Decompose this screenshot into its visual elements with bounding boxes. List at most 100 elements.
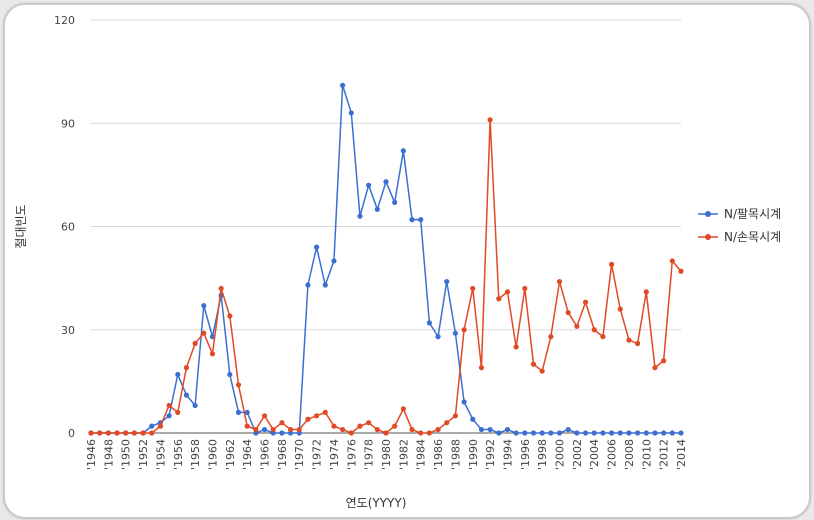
x-tick-label: '1974 <box>328 439 341 470</box>
series-1 <box>88 82 684 436</box>
data-point <box>261 426 268 433</box>
data-point <box>539 430 545 436</box>
data-point <box>348 430 354 436</box>
x-tick-label: '1960 <box>206 439 219 470</box>
x-tick-label: '1978 <box>363 439 376 470</box>
data-point <box>400 406 406 412</box>
data-point <box>383 430 389 436</box>
data-point <box>331 423 337 429</box>
data-point <box>209 351 216 357</box>
data-point <box>331 258 337 264</box>
series-line <box>91 84 681 434</box>
chart-frame: 0 30 60 90 120 '1946 '1948 '1950 '1952 '1954 '195… <box>3 3 811 519</box>
data-point <box>97 430 103 436</box>
x-tick-label: '2012 <box>658 439 671 470</box>
data-point <box>496 430 502 436</box>
legend-marker <box>705 234 711 240</box>
x-tick-label: '1998 <box>536 439 549 470</box>
data-point <box>530 430 537 436</box>
data-point <box>88 430 94 436</box>
x-tick-label: '2010 <box>640 439 653 470</box>
x-tick-label: '1956 <box>172 439 185 470</box>
x-tick-label: '1990 <box>467 439 480 470</box>
data-point <box>279 420 285 426</box>
x-tick-label: '2000 <box>554 439 567 470</box>
data-point <box>313 244 320 250</box>
data-point <box>340 82 346 88</box>
data-point <box>340 426 346 433</box>
data-point <box>374 426 380 433</box>
data-point <box>400 148 406 154</box>
data-point <box>582 430 589 436</box>
data-point <box>392 423 398 429</box>
data-point <box>661 430 667 436</box>
data-point <box>635 340 641 347</box>
legend-label: N/손목시계 <box>724 230 781 244</box>
data-point <box>661 358 667 364</box>
data-point <box>166 413 172 419</box>
data-point <box>244 409 250 415</box>
data-point <box>478 426 485 433</box>
data-point <box>444 278 450 285</box>
data-point <box>600 430 606 436</box>
x-tick-labels: '1946 '1948 '1950 '1952 '1954 '1956 '1958 '1960… <box>85 439 688 470</box>
data-point <box>235 409 242 415</box>
x-tick-label: '1966 <box>259 439 272 470</box>
data-point <box>652 430 658 436</box>
y-tick-label: 120 <box>54 14 75 27</box>
data-point <box>565 309 571 316</box>
data-point <box>305 282 311 288</box>
data-point <box>114 430 120 436</box>
data-point <box>149 423 155 429</box>
x-tick-label: '1952 <box>137 439 150 470</box>
data-point <box>617 430 623 436</box>
y-axis-title: 절대빈도 <box>14 204 28 248</box>
data-point <box>600 334 606 340</box>
data-point <box>617 306 623 312</box>
data-point <box>643 289 649 295</box>
data-point <box>183 392 190 398</box>
data-point <box>452 413 459 419</box>
x-tick-label: '1992 <box>484 439 497 470</box>
grid-lines <box>91 19 681 434</box>
data-point <box>157 423 164 429</box>
x-tick-label: '1948 <box>102 439 115 470</box>
x-tick-label: '2008 <box>623 439 636 470</box>
data-point <box>149 430 155 436</box>
data-point <box>444 420 450 426</box>
data-point <box>313 413 320 419</box>
data-point <box>418 430 424 436</box>
y-tick-label: 0 <box>68 427 75 440</box>
x-tick-label: '1994 <box>501 439 514 470</box>
x-tick-label: '1950 <box>120 439 133 470</box>
data-point <box>426 430 432 436</box>
data-point <box>461 399 467 405</box>
data-point <box>218 285 224 292</box>
data-point <box>131 430 137 436</box>
data-point <box>374 206 380 212</box>
data-point <box>296 426 302 433</box>
data-point <box>504 289 511 295</box>
data-point <box>487 426 493 433</box>
data-point <box>418 217 424 223</box>
data-point <box>591 430 597 436</box>
data-point <box>140 430 146 436</box>
data-point <box>608 261 615 267</box>
data-point <box>322 282 328 288</box>
data-point <box>556 278 563 285</box>
data-point <box>287 426 294 433</box>
data-point <box>201 330 207 336</box>
data-point <box>643 430 649 436</box>
data-point <box>574 430 580 436</box>
x-tick-label: '1970 <box>293 439 306 470</box>
data-point <box>470 285 476 292</box>
data-point <box>244 423 250 429</box>
y-tick-label: 30 <box>61 324 75 337</box>
x-tick-label: '1958 <box>189 439 202 470</box>
data-point <box>357 213 363 219</box>
data-point <box>478 365 485 371</box>
data-point <box>452 330 459 336</box>
data-point <box>556 430 563 436</box>
data-point <box>591 327 597 333</box>
data-point <box>669 258 675 264</box>
